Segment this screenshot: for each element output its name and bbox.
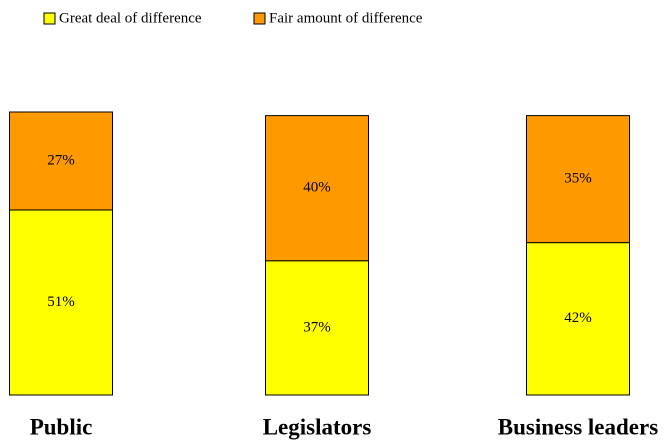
value-label: 40%: [303, 180, 331, 196]
value-label: 27%: [47, 152, 75, 168]
bar-segment: [526, 242, 630, 396]
category-label: Business leaders: [498, 414, 658, 439]
bar-segment: [9, 209, 113, 396]
bar-segment: [265, 115, 369, 262]
value-label: 37%: [303, 319, 331, 335]
category-label: Public: [30, 414, 93, 439]
legend-swatch: [253, 12, 266, 25]
value-label: 35%: [564, 171, 592, 187]
legend-label: Great deal of difference: [59, 10, 202, 26]
bar-segment: [9, 111, 113, 211]
bar-segment: [526, 115, 630, 244]
category-label: Legislators: [263, 414, 372, 439]
legend-label: Fair amount of difference: [269, 10, 423, 26]
legend-swatch: [43, 12, 56, 25]
value-label: 42%: [564, 310, 592, 326]
value-label: 51%: [47, 294, 75, 310]
